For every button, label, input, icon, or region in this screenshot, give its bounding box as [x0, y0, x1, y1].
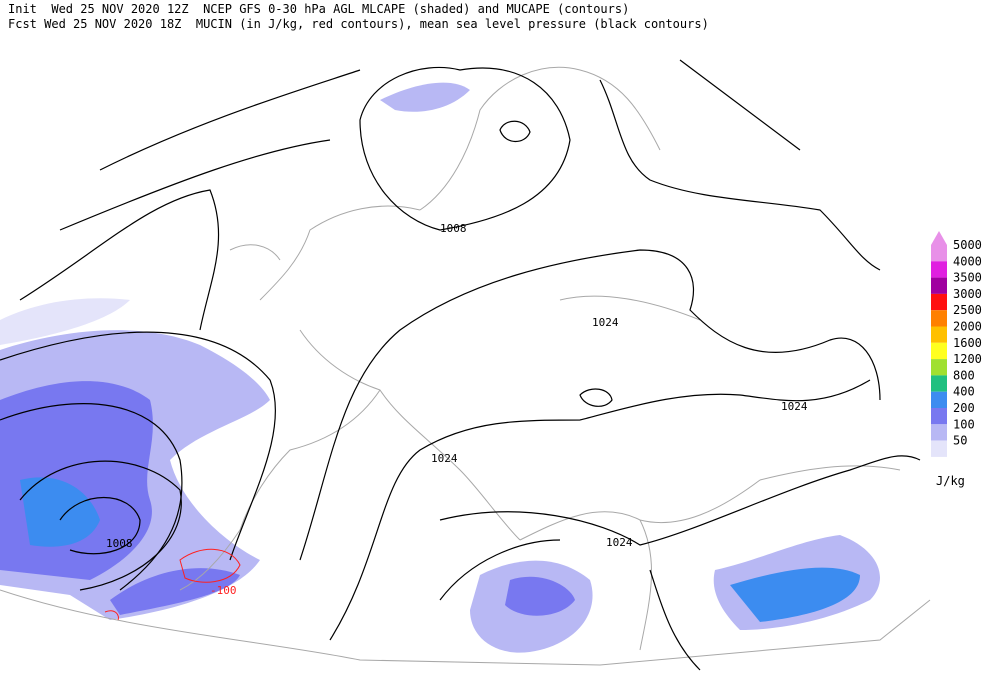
legend-swatch — [931, 408, 947, 425]
legend-label: 1200 — [953, 352, 982, 366]
cape-shading — [380, 82, 470, 112]
cape-shading — [110, 568, 240, 615]
legend-swatch — [931, 424, 947, 441]
legend-label: 3000 — [953, 287, 982, 301]
legend-label: 200 — [953, 401, 975, 415]
legend-label: 5000 — [953, 238, 982, 252]
legend-unit: J/kg — [936, 474, 965, 488]
header-line: Fcst Wed 25 NOV 2020 18Z MUCIN (in J/kg,… — [8, 17, 709, 31]
legend-arrow — [931, 231, 947, 245]
legend-swatch — [931, 261, 947, 278]
legend: J/kg 5000 4000 3500 3000 2500 2000 1600 1200 800… — [931, 231, 982, 488]
contour-label: 1008 — [106, 537, 133, 550]
contour-label: 1024 — [592, 316, 619, 329]
legend-swatch — [931, 245, 947, 262]
legend-label: 100 — [953, 417, 975, 431]
cin-contour — [104, 548, 241, 621]
legend-label: 3500 — [953, 271, 982, 285]
legend-label: 800 — [953, 368, 975, 382]
map: 1008 1024 1024 1024 1024 1008 -100 — [0, 59, 931, 671]
header-line: Init Wed 25 NOV 2020 12Z NCEP GFS 0-30 h… — [8, 2, 629, 16]
cape-shading — [20, 477, 100, 547]
legend-swatch — [931, 440, 947, 457]
legend-swatch — [931, 375, 947, 392]
legend-label: 2500 — [953, 303, 982, 317]
contour-label: 1024 — [606, 536, 633, 549]
cape-shading — [505, 576, 575, 616]
legend-swatch — [931, 359, 947, 376]
cape-shading — [0, 298, 130, 345]
legend-label: 400 — [953, 385, 975, 399]
legend-label: 1600 — [953, 336, 982, 350]
legend-swatch — [931, 342, 947, 360]
cape-shading — [730, 567, 860, 622]
legend-swatch — [931, 326, 947, 343]
contour-label: -100 — [210, 584, 237, 597]
legend-label: 4000 — [953, 254, 982, 268]
legend-label: 2000 — [953, 320, 982, 334]
contour-label: 1008 — [440, 222, 467, 235]
legend-swatch — [931, 293, 947, 311]
contour-label: 1024 — [431, 452, 458, 465]
legend-swatch — [931, 310, 947, 327]
legend-label: 50 — [953, 434, 967, 448]
contour-label: 1024 — [781, 400, 808, 413]
legend-swatch — [931, 391, 947, 408]
legend-swatch — [931, 277, 947, 294]
